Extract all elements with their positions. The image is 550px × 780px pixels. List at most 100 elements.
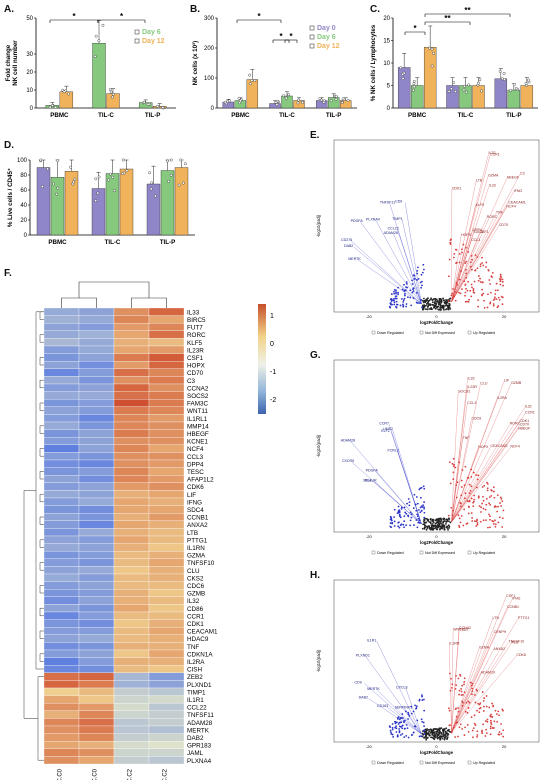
y-axis-label: Fold change — [5, 44, 12, 81]
heatmap-cell — [43, 551, 80, 559]
data-point — [156, 104, 159, 108]
heatmap-cell — [78, 368, 115, 377]
point-up — [498, 298, 501, 301]
point-up — [485, 732, 488, 734]
y-tick-label: 60 — [20, 188, 27, 194]
point-up — [492, 727, 494, 729]
point-not-diff — [425, 302, 428, 305]
heatmap-cell — [78, 399, 115, 407]
point-up — [476, 522, 479, 524]
point-up — [502, 735, 505, 738]
heatmap-cell — [148, 642, 185, 651]
heatmap-cell — [113, 710, 150, 719]
data-point — [228, 99, 231, 103]
point-up — [461, 288, 463, 291]
heatmap-cell — [43, 535, 80, 544]
point-up — [473, 494, 476, 497]
gene-label: DAB2 — [187, 735, 204, 742]
point-up — [494, 519, 496, 522]
point-up — [499, 275, 502, 278]
point-down — [391, 303, 393, 306]
heatmap-cell — [113, 414, 150, 423]
gene-label-up: KLF5 — [476, 203, 485, 207]
y-tick-label: 200 — [204, 46, 215, 52]
heatmap-cell — [148, 383, 185, 392]
point-not-diff — [426, 306, 429, 308]
data-point — [69, 165, 73, 169]
point-not-diff — [422, 301, 425, 304]
data-point — [52, 182, 55, 186]
point-down — [406, 502, 408, 505]
heatmap-cell — [113, 482, 150, 491]
point-not-diff — [448, 730, 451, 733]
point-up — [477, 495, 480, 498]
point-down — [403, 283, 405, 286]
point-not-diff — [437, 526, 440, 528]
point-down — [397, 293, 399, 296]
panel-b-label: B. — [190, 4, 200, 15]
point-not-diff — [442, 297, 444, 300]
y-tick-label: 100 — [17, 158, 28, 164]
point-up — [460, 690, 463, 693]
point-up — [479, 520, 482, 523]
legend-swatch — [309, 25, 315, 31]
y-tick-label: 80 — [20, 173, 27, 179]
data-point — [249, 82, 252, 86]
gene-label-up: CKS2 — [459, 628, 468, 632]
gene-label-down: CCL22 — [388, 227, 399, 231]
point-not-diff — [443, 299, 445, 302]
point-down — [417, 266, 419, 269]
point-up — [452, 478, 455, 481]
point-up — [474, 254, 477, 256]
heatmap-cell — [43, 383, 80, 392]
point-not-diff — [423, 297, 425, 300]
point-up — [488, 706, 491, 709]
point-up — [489, 515, 491, 518]
gene-label-up: C3 — [520, 171, 525, 175]
point-up — [485, 266, 487, 268]
x-tick-label: 0 — [435, 314, 438, 319]
point-down — [393, 290, 395, 293]
heatmap-cell — [43, 748, 80, 757]
point-not-diff — [424, 735, 427, 738]
point-up — [489, 715, 492, 717]
point-down — [388, 305, 391, 308]
point-up — [486, 720, 489, 723]
point-up — [458, 693, 460, 696]
point-not-diff — [424, 299, 427, 302]
heatmap-cell — [113, 573, 150, 582]
point-up — [463, 508, 466, 511]
point-up — [476, 709, 478, 712]
point-not-diff — [430, 731, 433, 734]
point-not-diff — [447, 733, 450, 736]
point-up — [495, 298, 498, 301]
point-up — [481, 293, 483, 296]
gene-label: NCF4 — [187, 446, 204, 453]
point-not-diff — [423, 736, 425, 739]
point-up — [470, 512, 473, 514]
point-down — [413, 277, 416, 280]
gene-label: CISH — [187, 667, 202, 674]
point-down — [420, 286, 423, 289]
heatmap-cell — [78, 444, 115, 453]
gene-label-up: CCR1 — [490, 152, 500, 156]
point-not-diff — [434, 302, 437, 305]
y-axis-label: -log10(padj) — [316, 649, 321, 672]
legend-swatch — [371, 330, 376, 335]
heatmap-cell — [113, 718, 150, 727]
point-up — [466, 724, 469, 726]
point-down — [405, 512, 408, 515]
point-down — [389, 525, 392, 528]
point-up — [458, 726, 461, 729]
gene-label: LTB — [187, 530, 198, 537]
data-point — [480, 89, 484, 93]
data-point — [318, 97, 322, 100]
legend-label: Not Diff Expressed — [425, 551, 455, 555]
legend-label: Day 6 — [317, 34, 336, 41]
heatmap-cell — [43, 459, 80, 468]
y-tick-label: 20 — [26, 70, 33, 76]
heatmap-cell — [43, 323, 80, 331]
gene-label-up: TNF — [463, 436, 471, 440]
heatmap-cell — [43, 634, 80, 643]
point-not-diff — [443, 738, 446, 741]
